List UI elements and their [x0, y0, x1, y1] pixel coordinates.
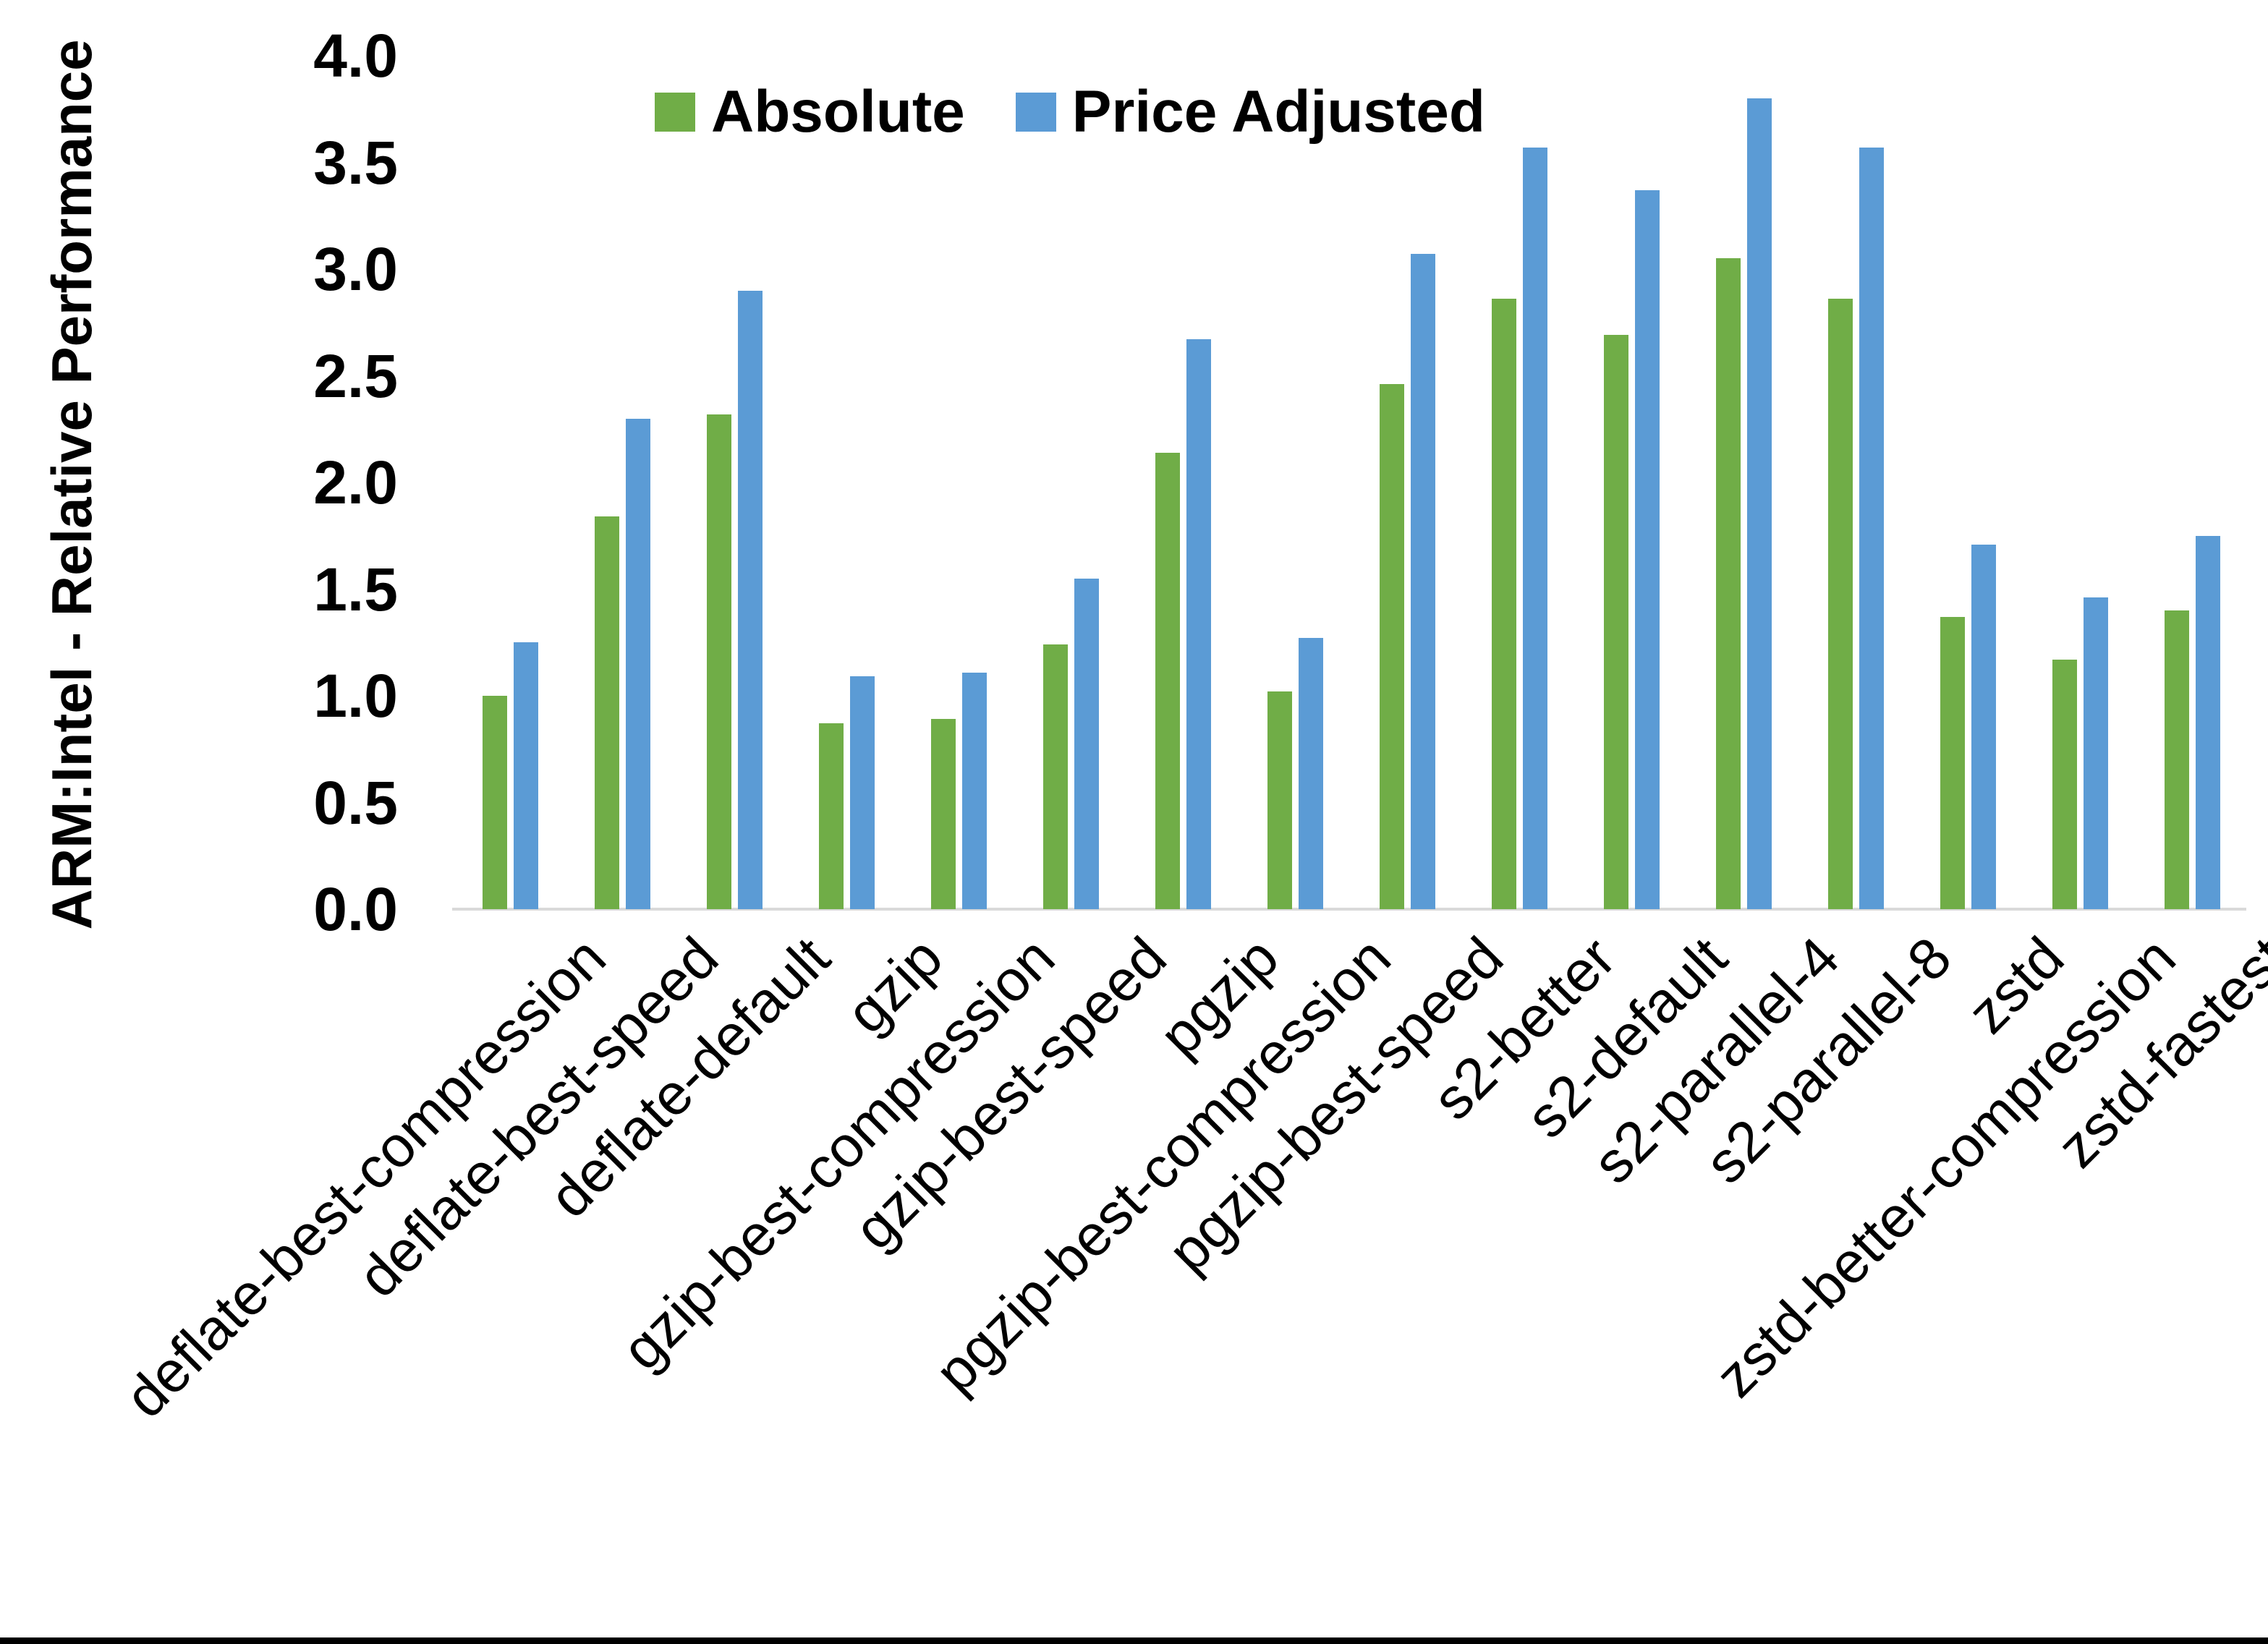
price-adjusted-bar — [1523, 147, 1547, 909]
y-axis-tick-label: 1.0 — [313, 662, 398, 730]
absolute-bar — [1380, 384, 1404, 909]
absolute-bar — [1940, 616, 1965, 909]
absolute-bar — [1043, 644, 1068, 909]
price-adjusted-bar — [738, 290, 763, 909]
price-adjusted-bar — [1971, 544, 1996, 909]
y-axis-title: ARM:Intel - Relative Performance — [40, 39, 103, 930]
absolute-bar — [931, 719, 956, 909]
y-axis-tick-label: 3.5 — [313, 128, 398, 197]
legend-label: Absolute — [711, 79, 965, 145]
price-adjusted-bar — [626, 418, 650, 909]
legend-item-absolute: Absolute — [655, 76, 965, 148]
absolute-bar — [819, 723, 844, 909]
price-adjusted-bar — [1411, 254, 1435, 909]
y-axis-tick-label: 1.5 — [313, 555, 398, 623]
y-axis-tick-label: 0.5 — [313, 768, 398, 837]
price-adjusted-bar — [2084, 597, 2108, 909]
window-bottom-edge — [0, 1637, 2268, 1644]
absolute-bar — [2165, 610, 2189, 909]
x-axis-line — [452, 908, 2246, 911]
y-axis-tick-label: 2.5 — [313, 341, 398, 410]
y-axis-tick-label: 3.0 — [313, 235, 398, 303]
price-adjusted-bar — [962, 672, 987, 909]
absolute-bar — [483, 696, 507, 909]
y-axis-tick-label: 4.0 — [313, 22, 398, 90]
absolute-bar — [595, 516, 619, 909]
absolute-bar — [1492, 299, 1516, 909]
price-adjusted-bar — [1747, 98, 1772, 909]
legend-swatch-icon — [1015, 93, 1056, 132]
absolute-bar — [1716, 258, 1741, 909]
price-adjusted-bar — [1186, 339, 1211, 909]
absolute-bar — [2052, 659, 2077, 909]
price-adjusted-bar — [2196, 535, 2220, 909]
price-adjusted-bar — [850, 676, 875, 909]
absolute-bar — [1267, 691, 1292, 909]
price-adjusted-bar — [514, 642, 538, 909]
chart-legend: Absolute Price Adjusted — [655, 76, 1485, 148]
price-adjusted-bar — [1299, 638, 1323, 909]
y-axis-tick-label: 2.0 — [313, 448, 398, 516]
absolute-bar — [1828, 299, 1853, 909]
absolute-bar — [1604, 335, 1628, 909]
price-adjusted-bar — [1074, 578, 1099, 909]
legend-swatch-icon — [655, 93, 695, 132]
price-adjusted-bar — [1635, 189, 1660, 909]
legend-item-price-adjusted: Price Adjusted — [1015, 76, 1485, 148]
y-axis-tick-label: 0.0 — [313, 875, 398, 943]
price-adjusted-bar — [1859, 147, 1884, 909]
legend-label: Price Adjusted — [1071, 79, 1485, 145]
absolute-bar — [1155, 452, 1180, 909]
absolute-bar — [707, 414, 731, 909]
